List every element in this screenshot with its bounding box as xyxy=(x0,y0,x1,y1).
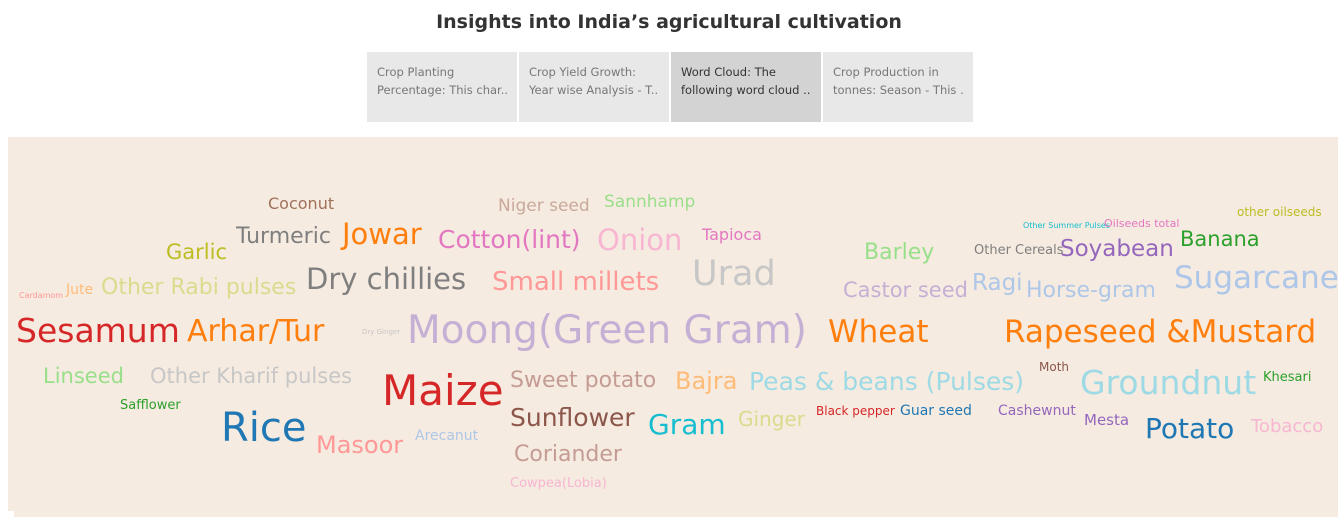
word-other-kharif-pulses[interactable]: Other Kharif pulses xyxy=(150,364,353,388)
word-guar-seed[interactable]: Guar seed xyxy=(900,403,972,419)
word-arecanut[interactable]: Arecanut xyxy=(415,428,479,444)
tab-word-cloud[interactable]: Word Cloud: The following word cloud .. xyxy=(671,52,821,122)
word-urad[interactable]: Urad xyxy=(692,254,776,294)
story-navigator: Crop Planting Percentage: This char.. Cr… xyxy=(367,52,973,122)
word-rice[interactable]: Rice xyxy=(221,405,307,451)
tab-crop-planting-percentage[interactable]: Crop Planting Percentage: This char.. xyxy=(367,52,517,122)
word-moong-green-gram[interactable]: Moong(Green Gram) xyxy=(407,308,807,353)
word-tobacco[interactable]: Tobacco xyxy=(1251,416,1324,437)
word-onion[interactable]: Onion xyxy=(597,223,683,257)
word-barley[interactable]: Barley xyxy=(864,240,935,265)
word-khesari[interactable]: Khesari xyxy=(1263,370,1312,385)
word-potato[interactable]: Potato xyxy=(1145,412,1235,445)
word-sweet-potato[interactable]: Sweet potato xyxy=(510,368,657,393)
word-bajra[interactable]: Bajra xyxy=(675,367,738,395)
word-other-oilseeds[interactable]: other oilseeds xyxy=(1237,205,1322,219)
word-jute[interactable]: Jute xyxy=(66,282,94,298)
word-cardamom[interactable]: Cardamom xyxy=(19,291,64,300)
word-safflower[interactable]: Safflower xyxy=(120,398,181,413)
tab-label-line2: tonnes: Season - This .. xyxy=(833,83,963,97)
word-arhar-tur[interactable]: Arhar/Tur xyxy=(187,314,325,349)
word-peas-beans-pulses[interactable]: Peas & beans (Pulses) xyxy=(749,367,1025,396)
word-other-cereals[interactable]: Other Cereals xyxy=(974,243,1064,258)
word-ginger[interactable]: Ginger xyxy=(738,407,805,431)
word-cloud-panel: Coconut Niger seed Sannhamp Garlic Turmeric J… xyxy=(8,137,1338,511)
dashboard-title: Insights into India’s agricultural culti… xyxy=(436,11,902,33)
word-moth[interactable]: Moth xyxy=(1039,360,1070,374)
word-horse-gram[interactable]: Horse-gram xyxy=(1026,278,1156,303)
word-jowar[interactable]: Jowar xyxy=(342,217,422,251)
word-gram[interactable]: Gram xyxy=(648,408,726,441)
word-coriander[interactable]: Coriander xyxy=(514,442,622,467)
word-groundnut[interactable]: Groundnut xyxy=(1080,363,1257,402)
word-cowpea-lobia[interactable]: Cowpea(Lobia) xyxy=(510,476,607,491)
tab-label-line1: Crop Planting xyxy=(377,65,455,79)
word-black-pepper[interactable]: Black pepper xyxy=(816,404,895,418)
word-sannhamp[interactable]: Sannhamp xyxy=(604,192,696,212)
tab-label-line2: following word cloud .. xyxy=(681,83,811,97)
word-tapioca[interactable]: Tapioca xyxy=(702,225,762,244)
word-sesamum[interactable]: Sesamum xyxy=(16,311,180,350)
tab-label-line1: Crop Production in xyxy=(833,65,939,79)
word-maize[interactable]: Maize xyxy=(382,366,504,415)
word-ragi[interactable]: Ragi xyxy=(972,270,1023,296)
word-small-millets[interactable]: Small millets xyxy=(492,267,660,297)
word-cotton-lint[interactable]: Cotton(lint) xyxy=(438,225,581,254)
word-turmeric[interactable]: Turmeric xyxy=(236,224,331,249)
word-cashewnut[interactable]: Cashewnut xyxy=(998,403,1076,419)
word-coconut[interactable]: Coconut xyxy=(268,194,335,213)
word-masoor[interactable]: Masoor xyxy=(316,431,404,459)
word-other-summer-pulses[interactable]: Other Summer Pulses xyxy=(1023,221,1110,230)
word-mesta[interactable]: Mesta xyxy=(1084,411,1130,429)
word-linseed[interactable]: Linseed xyxy=(43,364,124,388)
word-banana[interactable]: Banana xyxy=(1180,227,1260,251)
word-garlic[interactable]: Garlic xyxy=(166,240,227,264)
tab-crop-yield-growth[interactable]: Crop Yield Growth: Year wise Analysis - … xyxy=(519,52,669,122)
word-rapeseed-mustard[interactable]: Rapeseed &Mustard xyxy=(1004,314,1317,350)
word-soyabean[interactable]: Soyabean xyxy=(1060,236,1174,262)
word-castor-seed[interactable]: Castor seed xyxy=(843,278,968,302)
tab-label-line1: Word Cloud: The xyxy=(681,65,776,79)
word-sunflower[interactable]: Sunflower xyxy=(510,403,635,432)
word-dry-chillies[interactable]: Dry chillies xyxy=(306,262,467,296)
word-sugarcane[interactable]: Sugarcane xyxy=(1174,260,1338,296)
word-niger-seed[interactable]: Niger seed xyxy=(498,196,590,216)
word-dry-ginger[interactable]: Dry Ginger xyxy=(362,328,401,336)
word-wheat[interactable]: Wheat xyxy=(828,314,929,350)
tab-label-line1: Crop Yield Growth: xyxy=(529,65,637,79)
tab-crop-production[interactable]: Crop Production in tonnes: Season - This… xyxy=(823,52,973,122)
tab-label-line2: Percentage: This char.. xyxy=(377,83,507,97)
word-other-rabi-pulses[interactable]: Other Rabi pulses xyxy=(101,275,297,300)
tab-label-line2: Year wise Analysis - T.. xyxy=(529,83,659,97)
word-oilseeds-total[interactable]: Oilseeds total xyxy=(1104,217,1180,230)
